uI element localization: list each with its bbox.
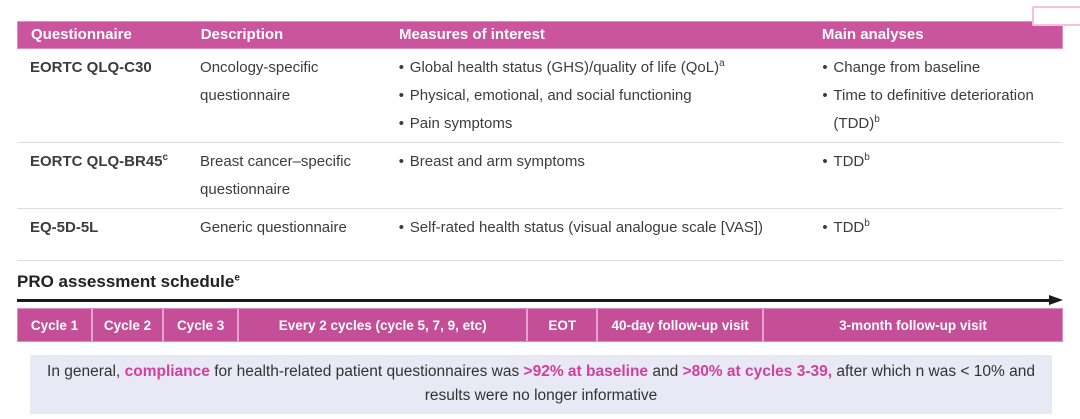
- list-item: Change from baseline: [822, 54, 1063, 82]
- questionnaire-description: Breast cancer–specific questionnaire: [200, 153, 351, 198]
- note-text: after which n was < 10% and results were…: [424, 363, 1035, 404]
- slide: { "colors": { "header_pink": "#cb549f", …: [0, 6, 1080, 419]
- timeline-segment-cycle2: Cycle 2: [93, 309, 165, 341]
- table-row: EORTC QLQ-C30 Oncology-specific question…: [17, 49, 1063, 143]
- measures-list: Global health status (GHS)/quality of li…: [399, 54, 823, 138]
- column-header-analyses: Main analyses: [821, 26, 924, 43]
- timeline-segment-every2cycles: Every 2 cycles (cycle 5, 7, 9, etc): [239, 309, 529, 341]
- list-item: TDDb: [822, 148, 1063, 176]
- list-item: Self-rated health status (visual analogu…: [399, 214, 823, 242]
- measures-cell: Self-rated health status (visual analogu…: [399, 214, 823, 256]
- analyses-list: TDDb: [822, 214, 1063, 242]
- table-header-row: Questionnaire Description Measures of in…: [17, 21, 1063, 49]
- list-item: Global health status (GHS)/quality of li…: [399, 54, 823, 82]
- table-row: EQ-5D-5L Generic questionnaire Self-rate…: [17, 209, 1063, 261]
- list-item: Breast and arm symptoms: [399, 148, 823, 176]
- arrow-head-icon: [1049, 295, 1063, 305]
- note-text: and: [648, 363, 683, 380]
- timeline-arrow: [17, 295, 1063, 305]
- questionnaire-name: EQ-5D-5L: [30, 219, 99, 236]
- timeline-segment-cycle1: Cycle 1: [18, 309, 94, 341]
- questionnaire-description: Generic questionnaire: [200, 219, 347, 236]
- measures-cell: Global health status (GHS)/quality of li…: [399, 54, 823, 138]
- measures-list: Self-rated health status (visual analogu…: [399, 214, 823, 242]
- questionnaire-table: Questionnaire Description Measures of in…: [17, 21, 1063, 261]
- compliance-note: In general, compliance for health-relate…: [30, 355, 1052, 414]
- analyses-cell: TDDb: [822, 214, 1063, 256]
- list-item: TDDb: [822, 214, 1063, 242]
- note-highlight: >92% at baseline: [523, 363, 649, 380]
- questionnaire-name: EORTC QLQ-BR45c: [30, 152, 169, 171]
- note-text: for health-related patient questionnaire…: [209, 363, 524, 380]
- column-header-questionnaire: Questionnaire: [31, 26, 132, 43]
- measures-list: Breast and arm symptoms: [399, 148, 823, 176]
- note-text: In general,: [47, 363, 125, 380]
- schedule-section-title: PRO assessment schedulee: [17, 272, 240, 291]
- note-highlight: >80% at cycles 3-39,: [682, 363, 833, 380]
- analyses-list: TDDb: [822, 148, 1063, 176]
- timeline-segment-3month-followup: 3-month follow-up visit: [764, 309, 1063, 341]
- timeline-segment-cycle3: Cycle 3: [164, 309, 240, 341]
- analyses-cell: Change from baseline Time to definitive …: [822, 54, 1063, 138]
- timeline-segment-40day-followup: 40-day follow-up visit: [598, 309, 765, 341]
- list-item: Time to definitive deterioration (TDD)b: [822, 82, 1063, 138]
- cutoff-box-fragment: [1032, 6, 1080, 26]
- arrow-line: [17, 299, 1049, 302]
- questionnaire-name: EORTC QLQ-C30: [30, 59, 152, 76]
- list-item: Pain symptoms: [399, 110, 823, 138]
- analyses-cell: TDDb: [822, 148, 1063, 204]
- table-row: EORTC QLQ-BR45c Breast cancer–specific q…: [17, 143, 1063, 209]
- analyses-list: Change from baseline Time to definitive …: [822, 54, 1063, 138]
- column-header-measures: Measures of interest: [399, 26, 545, 43]
- assessment-timeline-bar: Cycle 1 Cycle 2 Cycle 3 Every 2 cycles (…: [17, 308, 1063, 342]
- measures-cell: Breast and arm symptoms: [399, 148, 823, 204]
- list-item: Physical, emotional, and social function…: [399, 82, 823, 110]
- note-highlight: compliance: [124, 363, 210, 380]
- questionnaire-description: Oncology-specific questionnaire: [200, 59, 319, 104]
- timeline-segment-eot: EOT: [528, 309, 599, 341]
- column-header-description: Description: [200, 26, 284, 43]
